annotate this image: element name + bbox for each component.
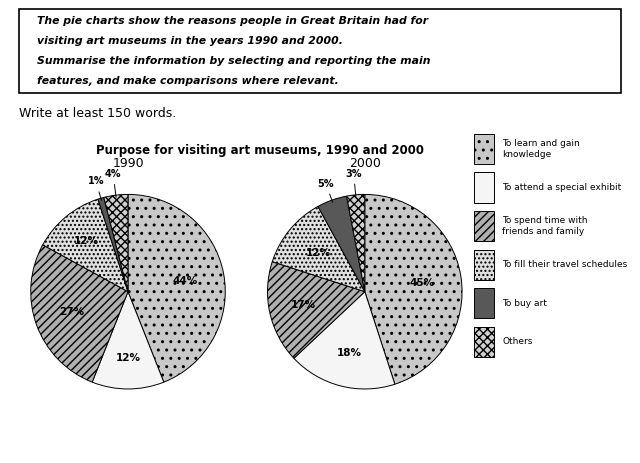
Bar [474, 134, 495, 164]
Text: 27%: 27% [59, 307, 84, 317]
Text: 12%: 12% [74, 236, 99, 246]
Text: Write at least 150 words.: Write at least 150 words. [19, 107, 177, 120]
Bar [474, 327, 495, 357]
FancyBboxPatch shape [19, 9, 621, 93]
Text: To buy art: To buy art [502, 299, 547, 308]
Text: 3%: 3% [346, 169, 362, 197]
Wedge shape [31, 245, 128, 382]
Text: To attend a special exhibit: To attend a special exhibit [502, 183, 621, 192]
Text: visiting art museums in the years 1990 and 2000.: visiting art museums in the years 1990 a… [37, 36, 343, 46]
Text: Others: Others [502, 338, 532, 346]
Wedge shape [347, 194, 365, 292]
Text: 4%: 4% [105, 169, 122, 197]
Title: 2000: 2000 [349, 157, 381, 170]
Title: 1990: 1990 [112, 157, 144, 170]
Text: 17%: 17% [291, 300, 316, 311]
Wedge shape [92, 292, 164, 389]
Text: 44%: 44% [173, 276, 198, 286]
Text: To spend time with
friends and family: To spend time with friends and family [502, 216, 588, 236]
Bar [474, 250, 495, 280]
Text: To learn and gain
knowledge: To learn and gain knowledge [502, 139, 580, 159]
Text: Purpose for visiting art museums, 1990 and 2000: Purpose for visiting art museums, 1990 a… [96, 144, 424, 157]
Wedge shape [365, 194, 462, 384]
Text: features, and make comparisons where relevant.: features, and make comparisons where rel… [37, 76, 339, 86]
Wedge shape [98, 197, 128, 292]
Text: 1%: 1% [88, 176, 104, 200]
Text: 12%: 12% [306, 248, 331, 258]
Bar [474, 288, 495, 319]
Text: 5%: 5% [317, 179, 334, 202]
Text: 12%: 12% [115, 353, 141, 363]
Wedge shape [268, 262, 365, 358]
Bar [474, 211, 495, 241]
Wedge shape [272, 206, 365, 292]
Text: The pie charts show the reasons people in Great Britain had for: The pie charts show the reasons people i… [37, 16, 428, 26]
Wedge shape [294, 292, 395, 389]
Wedge shape [43, 199, 128, 292]
Text: To fill their travel schedules: To fill their travel schedules [502, 260, 628, 269]
Text: Summarise the information by selecting and reporting the main: Summarise the information by selecting a… [37, 56, 431, 66]
Text: 18%: 18% [337, 348, 362, 358]
Wedge shape [104, 194, 128, 292]
Bar [474, 172, 495, 203]
Text: 45%: 45% [410, 277, 435, 288]
Wedge shape [318, 196, 365, 292]
Wedge shape [128, 194, 225, 382]
